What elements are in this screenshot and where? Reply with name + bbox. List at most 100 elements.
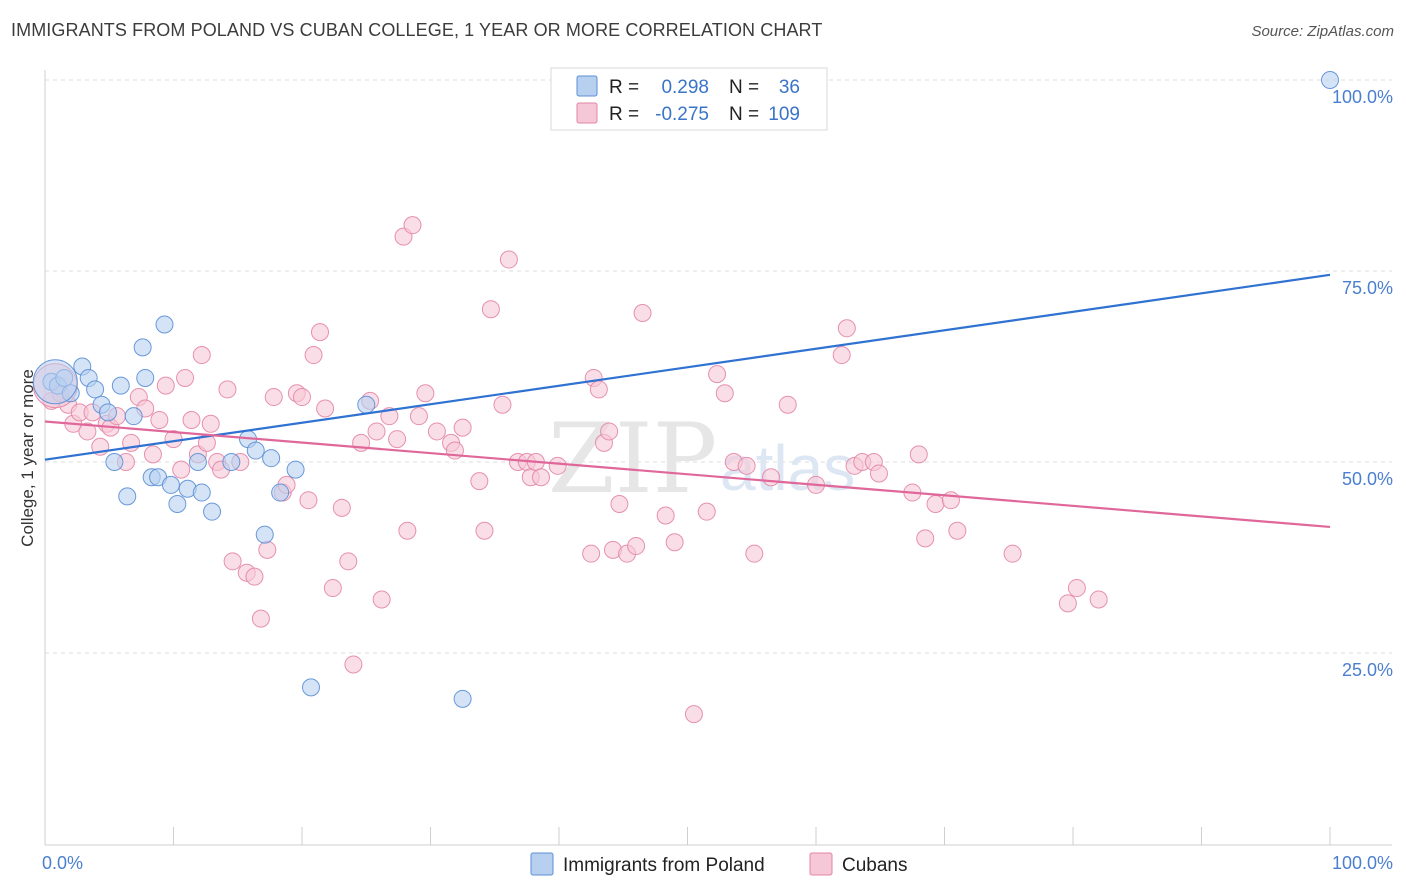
poland-point-33 [453, 689, 472, 708]
series-poland-points [32, 71, 1339, 708]
legend-n-value-2: 109 [768, 104, 800, 125]
cubans-point-55 [398, 521, 417, 540]
poland-point-17 [155, 315, 174, 334]
cubans-point-67 [499, 250, 518, 269]
cubans-point-97 [837, 319, 856, 338]
legend-r-label-2: R = [609, 104, 639, 125]
source-label: Source: ZipAtlas.com [1251, 23, 1394, 40]
y-axis-label: College, 1 year or more [18, 369, 37, 547]
bottom-legend-swatch-cubans [809, 852, 833, 876]
poland-point-6 [86, 380, 105, 399]
y-tick-labels: 25.0% 50.0% 75.0% 100.0% [1332, 87, 1393, 680]
cubans-point-20 [176, 368, 195, 387]
cubans-point-51 [372, 590, 391, 609]
cubans-point-93 [762, 468, 781, 487]
poland-trend-line [44, 273, 1331, 461]
poland-point-13 [133, 338, 152, 357]
cubans-point-83 [633, 304, 652, 323]
cubans-point-40 [299, 491, 318, 510]
cubans-point-105 [926, 495, 945, 514]
cubans-point-74 [582, 544, 601, 563]
poland-point-14 [136, 368, 155, 387]
legend-n-label-2: N = [729, 104, 759, 125]
cubans-point-87 [697, 502, 716, 521]
poland-point-12 [124, 407, 143, 426]
trend-lines [44, 273, 1331, 529]
cubans-point-52 [380, 407, 399, 426]
cubans-point-59 [427, 422, 446, 441]
cubans-point-29 [223, 552, 242, 571]
cubans-point-110 [1067, 579, 1086, 598]
poland-point-22 [192, 483, 211, 502]
poland-point-24 [222, 453, 241, 471]
bottom-legend-label-cubans: Cubans [842, 855, 908, 876]
poland-point-27 [255, 525, 274, 544]
cubans-point-53 [388, 430, 407, 449]
cubans-point-91 [737, 456, 756, 475]
cubans-point-63 [470, 472, 489, 491]
poland-point-19 [168, 495, 187, 514]
cubans-point-65 [481, 300, 500, 319]
cubans-point-89 [715, 384, 734, 403]
cubans-point-101 [869, 464, 888, 483]
cubans-point-64 [475, 521, 494, 540]
legend-r-label-1: R = [609, 77, 639, 98]
cubans-point-62 [453, 418, 472, 437]
cubans-point-104 [916, 529, 935, 548]
poland-point-8 [98, 403, 117, 422]
cubans-point-46 [339, 552, 358, 571]
cubans-point-32 [245, 567, 264, 586]
cubans-point-28 [218, 380, 237, 399]
poland-point-35 [32, 359, 78, 405]
cubans-point-57 [409, 407, 428, 426]
y-tick-label-50: 50.0% [1342, 469, 1393, 489]
x-tick-label-max: 100.0% [1332, 853, 1393, 873]
poland-point-9 [105, 453, 124, 471]
y-tick-label-100: 100.0% [1332, 87, 1393, 107]
cubans-point-111 [1089, 590, 1108, 609]
cubans-point-88 [708, 365, 727, 384]
series-cubans-points [32, 216, 1108, 724]
watermark-zip: ZIP [548, 403, 717, 515]
cubans-point-33 [251, 609, 270, 628]
poland-point-29 [271, 483, 290, 502]
cubans-point-16 [150, 410, 169, 429]
cubans-point-50 [367, 422, 386, 441]
legend-r-value-2: -0.275 [655, 104, 709, 125]
cubans-point-92 [745, 544, 764, 563]
cubans-point-86 [684, 705, 703, 724]
poland-point-23 [203, 502, 222, 521]
cubans-point-96 [832, 346, 851, 365]
poland-point-30 [286, 460, 305, 479]
cubans-point-58 [416, 384, 435, 403]
cubans-point-73 [548, 456, 567, 475]
poland-point-11 [118, 487, 137, 506]
stats-legend: R = 0.298 N = 36 R = -0.275 N = 109 [550, 67, 828, 131]
cubans-point-78 [600, 422, 619, 441]
poland-point-28 [262, 449, 281, 468]
cubans-point-47 [344, 655, 363, 674]
poland-point-31 [301, 678, 320, 697]
cubans-point-94 [778, 395, 797, 414]
cubans-point-72 [532, 468, 551, 487]
legend-swatch-cubans [576, 102, 598, 124]
cubans-point-5 [78, 422, 97, 441]
cubans-trend-line [44, 420, 1331, 529]
cubans-point-45 [332, 498, 351, 517]
poland-point-26 [246, 441, 265, 460]
cubans-point-41 [304, 346, 323, 365]
cubans-point-34 [258, 540, 277, 559]
series-legend: Immigrants from Poland Cubans [530, 852, 908, 876]
legend-r-value-1: 0.298 [661, 77, 709, 98]
cubans-point-108 [1003, 544, 1022, 563]
poland-point-21 [188, 453, 207, 471]
y-tick-label-75: 75.0% [1342, 278, 1393, 298]
cubans-point-84 [656, 506, 675, 525]
cubans-point-23 [192, 346, 211, 365]
cubans-point-107 [948, 521, 967, 540]
legend-swatch-poland [576, 75, 598, 97]
chart-title: IMMIGRANTS FROM POLAND VS CUBAN COLLEGE,… [11, 20, 823, 40]
poland-point-34 [1321, 71, 1339, 89]
bottom-legend-label-poland: Immigrants from Poland [563, 855, 765, 876]
